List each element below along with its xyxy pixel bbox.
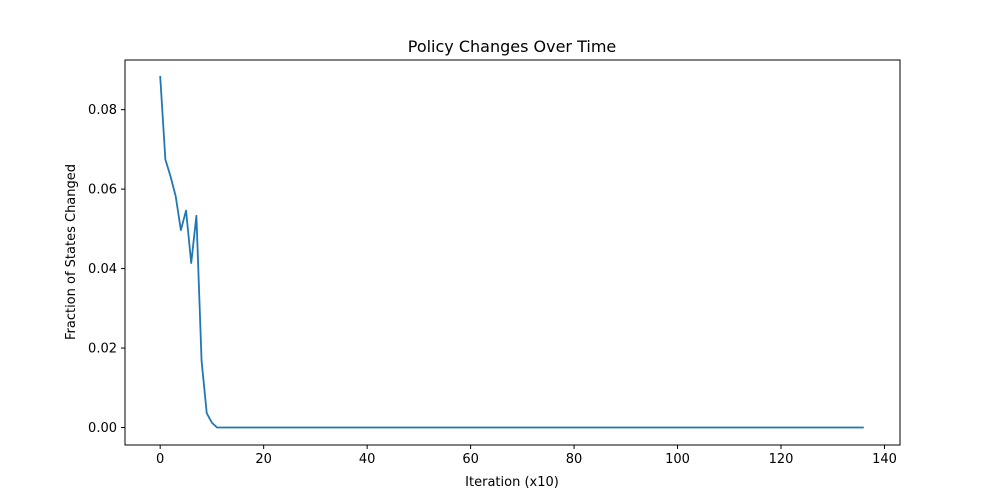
y-tick-label: 0.00 (88, 421, 117, 436)
x-tick-label: 100 (665, 452, 690, 467)
y-tick-label: 0.02 (88, 342, 117, 357)
x-axis-label: Iteration (x10) (465, 475, 559, 490)
y-axis-ticks: 0.00 0.02 0.04 0.06 0.08 (88, 103, 125, 436)
y-tick-label: 0.08 (88, 103, 117, 118)
x-tick-label: 140 (872, 452, 897, 467)
x-tick-label: 120 (769, 452, 794, 467)
chart-title: Policy Changes Over Time (408, 37, 617, 56)
x-tick-label: 0 (156, 452, 164, 467)
x-tick-label: 40 (359, 452, 376, 467)
plot-frame (124, 59, 901, 446)
y-axis-label: Fraction of States Changed (64, 164, 79, 340)
y-tick-label: 0.06 (88, 183, 117, 198)
x-axis-ticks: 0 20 40 60 80 100 120 140 (156, 445, 897, 467)
series-line-0 (159, 75, 864, 429)
x-tick-label: 20 (255, 452, 272, 467)
series-group (159, 75, 864, 429)
x-tick-label: 60 (462, 452, 479, 467)
x-tick-label: 80 (566, 452, 583, 467)
y-tick-label: 0.04 (88, 262, 117, 277)
